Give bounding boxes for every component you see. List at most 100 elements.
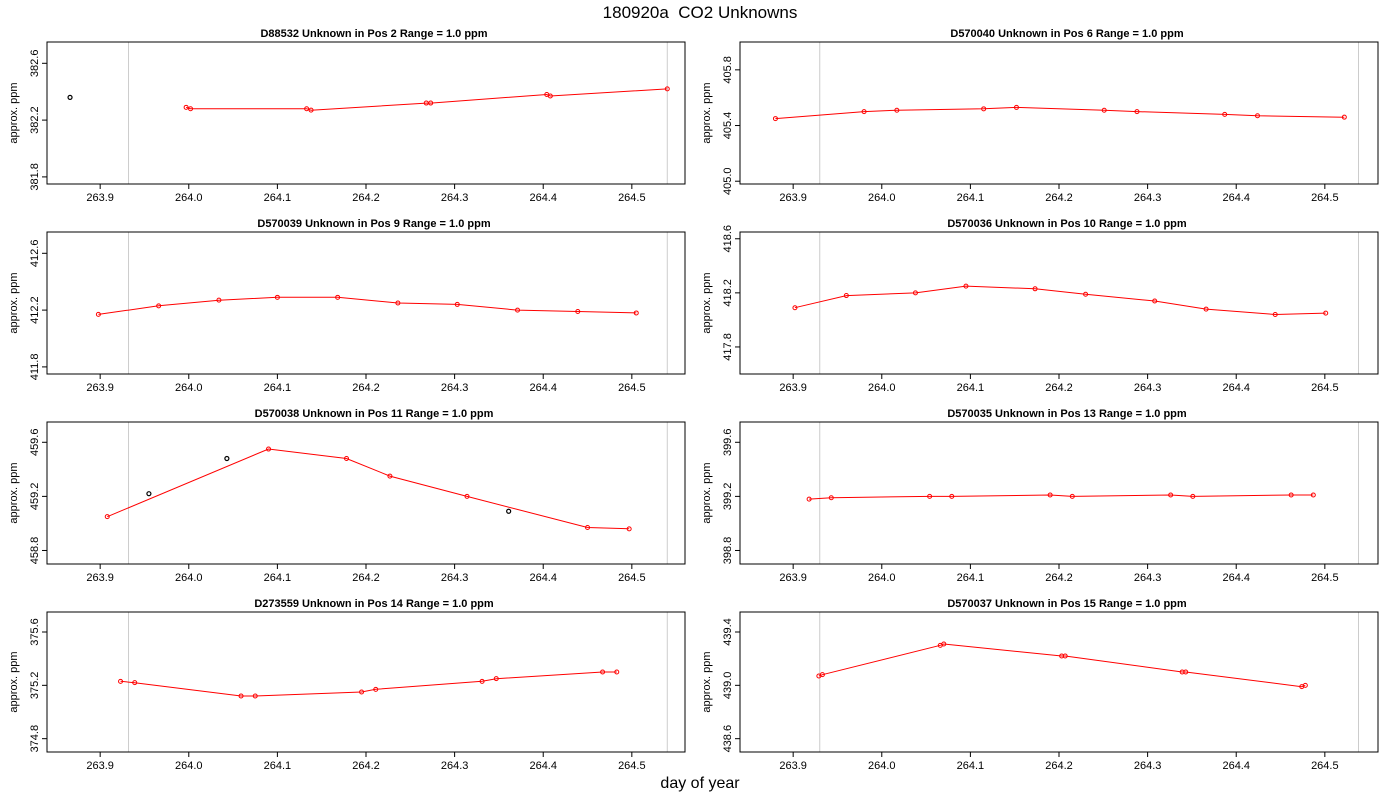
panel-title: D88532 Unknown in Pos 2 Range = 1.0 ppm	[260, 28, 487, 40]
x-tick-label: 263.9	[779, 760, 807, 772]
x-tick-label: 263.9	[86, 382, 114, 394]
series-line	[775, 106, 1345, 120]
panel-title: D570036 Unknown in Pos 10 Range = 1.0 pp…	[947, 218, 1187, 230]
data-point	[156, 303, 162, 309]
x-tick-label: 264.2	[352, 192, 380, 204]
data-point	[626, 526, 632, 532]
panel-title-part: D570036	[947, 218, 992, 230]
panel-title-part: Unknown in Pos 11	[299, 408, 402, 420]
plot-frame	[46, 41, 686, 185]
x-tick-label: 264.3	[1134, 382, 1162, 394]
panel-title-part: D570040	[950, 28, 995, 40]
data-point	[1254, 113, 1260, 119]
y-tick-label: 375.6	[29, 618, 41, 646]
data-point	[132, 680, 138, 686]
panel-title-part: Range = 1.0 ppm	[1093, 28, 1184, 40]
panel-title-part: Range = 1.0 ppm	[400, 218, 491, 230]
x-tick-label: 264.4	[1222, 572, 1250, 584]
data-point	[912, 290, 918, 296]
y-tick-label: 405.4	[722, 112, 734, 140]
data-point	[819, 672, 825, 678]
data-point	[1069, 493, 1075, 499]
panel-6: D570035 Unknown in Pos 13 Range = 1.0 pp…	[701, 408, 1379, 584]
x-tick-label: 263.9	[86, 192, 114, 204]
x-tick-label: 264.4	[529, 760, 557, 772]
data-point	[792, 305, 798, 311]
data-point	[308, 107, 314, 113]
x-tick-label: 264.4	[1222, 192, 1250, 204]
data-point	[1032, 286, 1038, 292]
data-point	[585, 524, 591, 530]
data-point	[274, 294, 280, 300]
x-tick-label: 264.2	[1045, 192, 1073, 204]
data-point	[1190, 493, 1196, 499]
panel-title-part: Unknown in Pos 2	[299, 28, 397, 40]
flagged-point	[506, 508, 512, 514]
x-tick-label: 264.1	[957, 760, 985, 772]
panel-title: D570040 Unknown in Pos 6 Range = 1.0 ppm	[950, 28, 1183, 40]
x-tick-label: 264.1	[264, 192, 292, 204]
data-point	[428, 100, 434, 106]
data-point	[1183, 669, 1189, 675]
panel-title-part: Unknown in Pos 9	[302, 218, 400, 230]
y-tick-label: 417.8	[722, 333, 734, 361]
data-point	[252, 693, 258, 699]
flagged-point	[146, 491, 152, 497]
x-tick-label: 264.4	[1222, 382, 1250, 394]
data-point	[1310, 492, 1316, 498]
panel-title-part: D570039	[257, 218, 302, 230]
data-point	[1047, 492, 1053, 498]
panel-title: D570037 Unknown in Pos 15 Range = 1.0 pp…	[947, 598, 1187, 610]
panel-1: D88532 Unknown in Pos 2 Range = 1.0 ppm 2…	[8, 28, 686, 204]
panel-8: D570037 Unknown in Pos 15 Range = 1.0 pp…	[701, 598, 1379, 772]
x-tick-label: 264.5	[618, 760, 646, 772]
y-tick-label: 399.2	[722, 483, 734, 511]
y-tick-label: 412.6	[29, 240, 41, 268]
y-axis-label: approx. ppm	[701, 651, 713, 712]
y-axis-label: approx. ppm	[8, 82, 20, 143]
panel-title: D570038 Unknown in Pos 11 Range = 1.0 pp…	[255, 408, 494, 420]
x-tick-label: 264.2	[352, 760, 380, 772]
x-tick-label: 264.5	[618, 192, 646, 204]
data-point	[963, 283, 969, 289]
series-line	[794, 285, 1326, 316]
y-tick-label: 375.2	[29, 672, 41, 700]
plot-frame	[46, 611, 686, 753]
data-point	[664, 86, 670, 92]
series-line	[98, 296, 637, 315]
x-tick-label: 264.4	[529, 192, 557, 204]
y-tick-label: 418.2	[722, 279, 734, 307]
y-tick-label: 439.0	[722, 672, 734, 700]
flagged-point	[224, 455, 230, 462]
data-point	[633, 310, 639, 316]
y-axis-label: approx. ppm	[8, 272, 20, 333]
panel-title-part: Unknown in Pos 15	[992, 598, 1096, 610]
y-tick-label: 398.8	[722, 537, 734, 565]
x-tick-label: 264.3	[441, 382, 469, 394]
x-tick-label: 264.5	[618, 572, 646, 584]
data-point	[941, 641, 947, 647]
x-tick-label: 264.1	[264, 760, 292, 772]
plot-frame	[46, 231, 686, 375]
data-point	[479, 678, 485, 684]
panel-title-part: Range = 1.0 ppm	[1096, 408, 1187, 420]
y-tick-label: 382.6	[29, 50, 41, 78]
panel-title-part: Range = 1.0 ppm	[397, 28, 488, 40]
data-point	[464, 493, 470, 499]
x-tick-label: 264.4	[529, 572, 557, 584]
y-tick-label: 459.2	[29, 483, 41, 511]
data-point	[927, 493, 933, 499]
y-tick-label: 459.6	[29, 429, 41, 457]
data-point	[547, 93, 553, 99]
x-tick-label: 264.3	[1134, 192, 1162, 204]
data-point	[1062, 653, 1068, 659]
data-point	[454, 301, 460, 307]
plot-frame	[46, 421, 686, 565]
panel-title-part: Range = 1.0 ppm	[403, 408, 494, 420]
y-tick-label: 411.8	[29, 354, 41, 381]
data-point	[1203, 306, 1209, 312]
data-point	[1168, 492, 1174, 498]
data-point	[344, 456, 350, 462]
x-tick-label: 264.0	[868, 382, 896, 394]
